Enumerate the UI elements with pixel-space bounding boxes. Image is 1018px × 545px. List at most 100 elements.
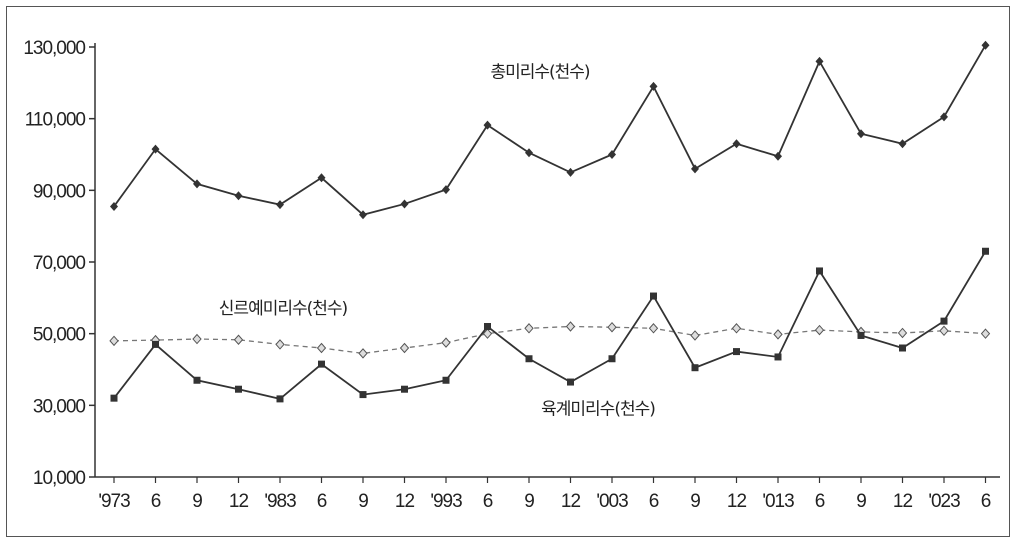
series-1-point [608, 150, 616, 159]
x-tick-label: '973 [98, 491, 130, 512]
series-3-point [152, 340, 159, 348]
series-2-point [648, 323, 659, 334]
x-tick-label: 6 [981, 491, 991, 512]
x-tick-label: '023 [928, 491, 960, 512]
series-2-point [358, 348, 368, 359]
series-1-point [234, 191, 243, 201]
x-tick-label: 12 [395, 491, 415, 512]
series-1-point [732, 139, 741, 149]
y-tick-label: 30,000 [33, 396, 86, 417]
series-1-point [691, 164, 699, 174]
series-3-point [816, 267, 823, 275]
x-tick-label: 12 [727, 491, 747, 512]
series-1-point [898, 139, 907, 149]
series-2-point [399, 342, 410, 354]
series-1-point [525, 148, 533, 158]
series-2-point [316, 342, 327, 354]
series-1-point [359, 210, 367, 220]
series-1-point [815, 56, 824, 66]
series-3-point [691, 364, 699, 372]
series-1-point [774, 151, 782, 161]
series-3-point [359, 391, 367, 399]
series-line-3 [113, 250, 987, 400]
series-2-point [441, 337, 451, 348]
x-tick-label: 6 [483, 491, 493, 512]
series-3-point [940, 317, 948, 325]
series-2-point [524, 323, 534, 334]
series-3-point [484, 323, 491, 330]
series-3-point [899, 344, 906, 352]
series-2-point [275, 339, 285, 350]
series-1-point [857, 129, 865, 139]
series-1-point [981, 40, 990, 50]
series-3-point [318, 360, 325, 368]
series-2-point [980, 328, 991, 339]
series-3-point [567, 378, 574, 386]
series-label-2: 신르예미리수(천수) [219, 299, 348, 319]
chart-frame [6, 6, 1010, 537]
series-2-point [109, 335, 119, 347]
x-tick-label: 12 [561, 491, 581, 512]
series-1-point [317, 173, 326, 183]
series-1-point [151, 144, 160, 154]
series-3-point [442, 376, 450, 384]
x-tick-label: '983 [264, 491, 296, 512]
series-2-point [607, 321, 617, 333]
series-2-point [690, 330, 700, 341]
series-2-point [565, 321, 576, 332]
series-2-point [482, 328, 493, 339]
series-2-point [731, 323, 742, 334]
x-tick-label: 6 [151, 491, 161, 512]
series-3-point [276, 395, 284, 403]
series-line-2 [113, 325, 986, 355]
x-tick-label: 6 [815, 491, 825, 512]
series-3-point [110, 394, 118, 402]
series-label-3: 육계미리수(천수) [541, 399, 655, 419]
series-1-point [566, 167, 575, 177]
x-tick-label: 9 [690, 491, 700, 512]
y-tick-label: 110,000 [25, 110, 86, 131]
x-tick-label: 6 [317, 491, 327, 512]
series-2-point [939, 325, 949, 337]
x-tick-label: 12 [229, 491, 249, 512]
series-3-point [733, 348, 740, 356]
x-tick-label: '993 [430, 491, 462, 512]
x-tick-label: '013 [762, 491, 794, 512]
series-1-point [649, 81, 658, 91]
series-1-point [442, 185, 450, 195]
x-tick-label: 9 [524, 491, 534, 512]
series-3-point [608, 355, 616, 363]
series-3-point [193, 376, 201, 384]
y-tick-label: 50,000 [33, 325, 86, 346]
series-3-point [235, 385, 242, 393]
x-tick-label: 6 [649, 491, 659, 512]
series-2-point [897, 327, 908, 339]
series-1-point [940, 112, 948, 122]
x-tick-label: 9 [358, 491, 368, 512]
x-tick-label: '003 [596, 491, 628, 512]
y-tick-label: 130,000 [23, 38, 85, 59]
series-3-point [401, 385, 408, 393]
y-tick-label: 70,000 [33, 253, 86, 274]
series-3-point [525, 355, 533, 363]
series-2-point [773, 329, 783, 340]
series-3-point [857, 331, 865, 339]
x-tick-label: 12 [893, 491, 913, 512]
series-3-point [982, 247, 989, 255]
series-1-point [110, 201, 118, 211]
series-1-point [276, 200, 284, 210]
series-1-point [400, 199, 409, 209]
series-2-point [814, 324, 825, 336]
series-label-1: 총미리수(천수) [490, 62, 589, 82]
series-2-point [233, 334, 244, 346]
series-3-point [774, 353, 782, 361]
x-tick-label: 9 [192, 491, 202, 512]
series-1-point [483, 120, 492, 130]
y-tick-label: 10,000 [33, 468, 86, 489]
y-tick-label: 90,000 [33, 181, 86, 202]
series-3-point [650, 292, 657, 300]
x-tick-label: 9 [856, 491, 866, 512]
series-line-1 [113, 44, 987, 216]
series-2-point [192, 333, 202, 345]
